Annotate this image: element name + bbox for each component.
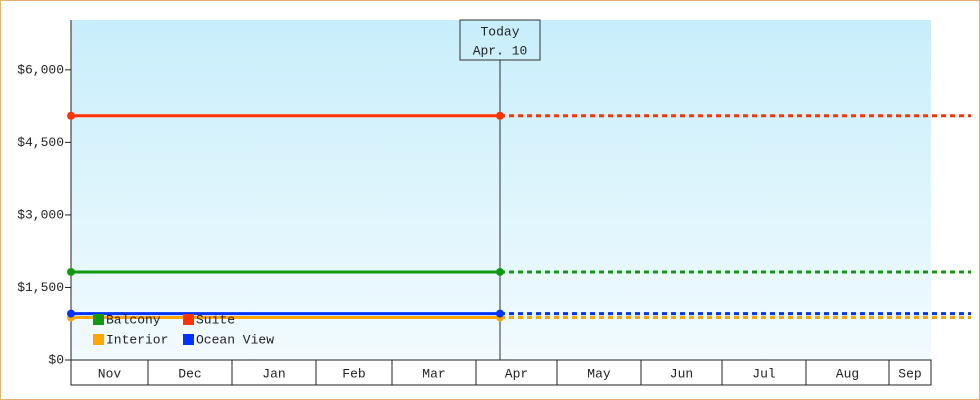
today-date: Apr. 10	[473, 43, 528, 58]
legend-swatch	[93, 314, 104, 325]
legend-label: Balcony	[106, 312, 161, 327]
x-tick-label: Nov	[98, 366, 122, 381]
plot-area	[71, 20, 931, 360]
x-tick-label: Mar	[422, 366, 445, 381]
point	[496, 111, 504, 120]
x-tick-label: Sep	[898, 366, 921, 381]
legend-swatch	[183, 334, 194, 345]
x-tick-label: Jun	[670, 366, 693, 381]
x-axis-box	[70, 359, 932, 386]
x-tick-label: Dec	[178, 366, 201, 381]
point	[496, 267, 504, 276]
point	[496, 309, 504, 318]
x-tick-label: May	[587, 366, 611, 381]
x-tick-label: Apr	[505, 366, 528, 381]
today-title: Today	[480, 24, 519, 39]
x-tick-label: Feb	[342, 366, 365, 381]
point	[67, 309, 75, 318]
y-tick-label: $4,500	[17, 135, 64, 150]
legend-swatch	[93, 334, 104, 345]
y-tick-label: $1,500	[17, 280, 64, 295]
legend-label: Ocean View	[196, 332, 274, 347]
y-tick-label: $6,000	[17, 62, 64, 77]
point	[67, 111, 75, 120]
today-box	[459, 19, 541, 61]
x-tick-label: Jan	[262, 366, 285, 381]
legend-label: Interior	[106, 332, 168, 347]
y-tick-label: $3,000	[17, 207, 64, 222]
x-tick-label: Jul	[752, 366, 776, 381]
legend-label: Suite	[196, 312, 235, 327]
x-tick-label: Aug	[836, 366, 859, 381]
legend-swatch	[183, 314, 194, 325]
point	[67, 267, 75, 276]
y-tick-label: $0	[48, 352, 64, 367]
